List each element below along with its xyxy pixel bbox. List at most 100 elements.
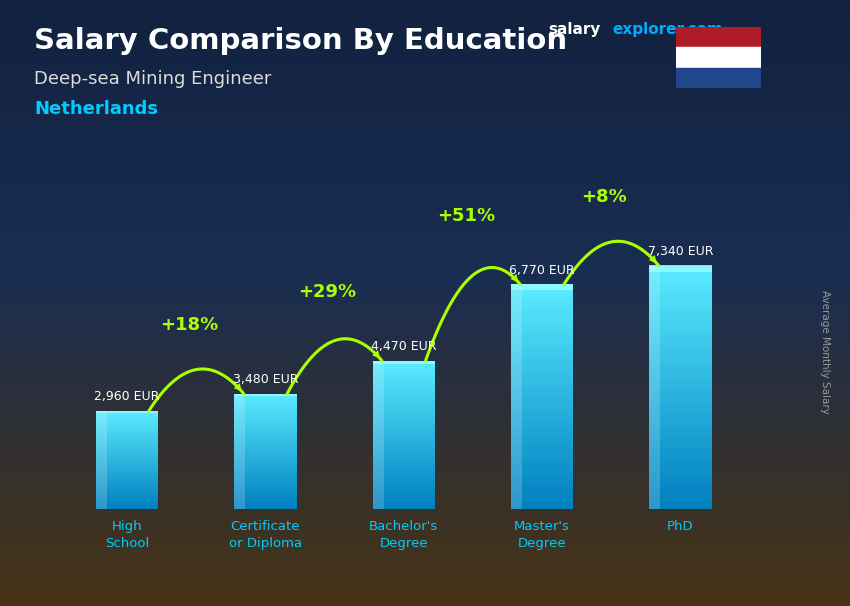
Text: explorer.com: explorer.com bbox=[613, 22, 723, 38]
Bar bbox=[511, 453, 573, 456]
Bar bbox=[649, 339, 711, 342]
Bar bbox=[372, 404, 435, 405]
Bar bbox=[96, 451, 158, 453]
Bar bbox=[649, 357, 711, 360]
Bar bbox=[96, 411, 158, 412]
Bar bbox=[649, 488, 711, 491]
Bar bbox=[372, 448, 435, 450]
Bar bbox=[511, 478, 573, 481]
Bar bbox=[235, 468, 297, 470]
Bar bbox=[96, 483, 158, 484]
Bar bbox=[96, 415, 158, 416]
Bar bbox=[649, 265, 711, 268]
Bar bbox=[372, 462, 435, 465]
Bar bbox=[372, 455, 435, 457]
Bar bbox=[649, 460, 711, 464]
Bar bbox=[649, 323, 711, 327]
Bar bbox=[235, 480, 297, 482]
Bar bbox=[235, 438, 297, 440]
Bar bbox=[511, 327, 573, 330]
Bar bbox=[511, 304, 573, 307]
Bar bbox=[96, 456, 158, 458]
Bar bbox=[96, 411, 158, 413]
Bar bbox=[511, 360, 573, 363]
Bar bbox=[649, 265, 711, 271]
Bar bbox=[96, 417, 158, 418]
Bar bbox=[649, 479, 711, 482]
Bar bbox=[511, 315, 573, 318]
Bar bbox=[511, 484, 573, 487]
Bar bbox=[649, 430, 711, 433]
Bar bbox=[372, 490, 435, 492]
Bar bbox=[372, 450, 435, 451]
Bar bbox=[372, 439, 435, 441]
Bar bbox=[96, 445, 158, 447]
Bar bbox=[96, 459, 158, 460]
Bar bbox=[372, 415, 435, 416]
Bar bbox=[96, 474, 158, 476]
Bar bbox=[372, 492, 435, 494]
Bar bbox=[235, 434, 297, 436]
Bar bbox=[235, 431, 297, 433]
Bar bbox=[96, 491, 158, 492]
Bar bbox=[96, 470, 158, 471]
Bar bbox=[96, 411, 107, 509]
Bar bbox=[511, 310, 573, 313]
Bar bbox=[511, 481, 573, 484]
Bar bbox=[235, 405, 297, 407]
Bar bbox=[235, 457, 297, 459]
Bar bbox=[511, 363, 573, 366]
Bar bbox=[372, 505, 435, 507]
Bar bbox=[235, 471, 297, 473]
Bar bbox=[372, 476, 435, 478]
Bar bbox=[96, 461, 158, 462]
Bar bbox=[511, 284, 573, 290]
Bar bbox=[511, 338, 573, 341]
Bar bbox=[96, 416, 158, 417]
Bar bbox=[96, 497, 158, 498]
Bar bbox=[235, 463, 297, 464]
Bar bbox=[511, 436, 573, 439]
Bar bbox=[235, 412, 297, 414]
Bar bbox=[235, 502, 297, 503]
Bar bbox=[372, 394, 435, 396]
Bar bbox=[96, 479, 158, 481]
Bar bbox=[649, 408, 711, 411]
Bar bbox=[235, 482, 297, 483]
Bar bbox=[511, 473, 573, 475]
Bar bbox=[511, 341, 573, 344]
Bar bbox=[649, 472, 711, 476]
Bar bbox=[372, 457, 435, 459]
Bar bbox=[96, 484, 158, 486]
Bar bbox=[511, 284, 573, 287]
Bar bbox=[649, 345, 711, 348]
Bar bbox=[96, 438, 158, 439]
Bar bbox=[676, 27, 761, 47]
Bar bbox=[235, 422, 297, 424]
Bar bbox=[372, 488, 435, 490]
Bar bbox=[511, 399, 573, 402]
Bar bbox=[96, 458, 158, 459]
Bar bbox=[372, 437, 435, 439]
Bar bbox=[372, 467, 435, 468]
Bar bbox=[96, 447, 158, 448]
Bar bbox=[649, 402, 711, 405]
Bar bbox=[235, 477, 297, 479]
Bar bbox=[235, 476, 297, 478]
Bar bbox=[372, 446, 435, 448]
Bar bbox=[96, 467, 158, 468]
Bar bbox=[235, 453, 297, 454]
Bar bbox=[372, 504, 435, 505]
Bar bbox=[235, 460, 297, 461]
Bar bbox=[511, 301, 573, 304]
Bar bbox=[96, 501, 158, 502]
Bar bbox=[96, 502, 158, 503]
Bar bbox=[96, 488, 158, 490]
Bar bbox=[649, 500, 711, 503]
Bar bbox=[372, 379, 435, 381]
Bar bbox=[96, 473, 158, 474]
Bar bbox=[372, 385, 435, 387]
Bar bbox=[96, 476, 158, 477]
Bar bbox=[96, 412, 158, 413]
Bar bbox=[372, 468, 435, 470]
